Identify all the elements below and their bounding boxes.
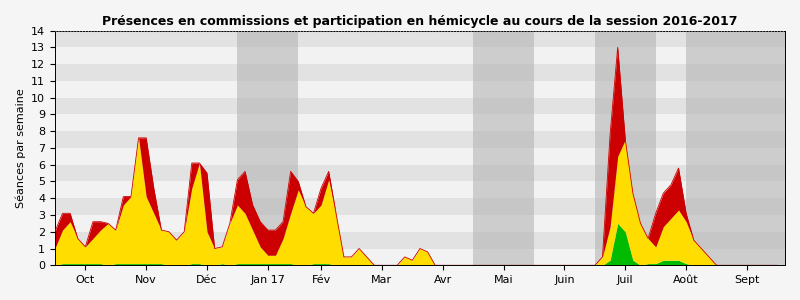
Bar	[55, 114, 785, 131]
Bar	[55, 98, 785, 114]
Title: Présences en commissions et participation en hémicycle au cours de la session 20: Présences en commissions et participatio…	[102, 15, 738, 28]
Bar	[238, 31, 298, 265]
Bar	[55, 148, 785, 165]
Bar	[55, 248, 785, 265]
Bar	[55, 182, 785, 198]
Bar	[55, 131, 785, 148]
Bar	[686, 31, 747, 265]
Bar	[55, 215, 785, 232]
Bar	[55, 81, 785, 98]
Bar	[55, 31, 785, 47]
Bar	[595, 31, 656, 265]
Y-axis label: Séances par semaine: Séances par semaine	[15, 88, 26, 208]
Bar	[55, 232, 785, 248]
Bar	[55, 165, 785, 182]
Bar	[55, 47, 785, 64]
Bar	[473, 31, 534, 265]
Bar	[55, 198, 785, 215]
Bar	[747, 31, 785, 265]
Bar	[55, 64, 785, 81]
